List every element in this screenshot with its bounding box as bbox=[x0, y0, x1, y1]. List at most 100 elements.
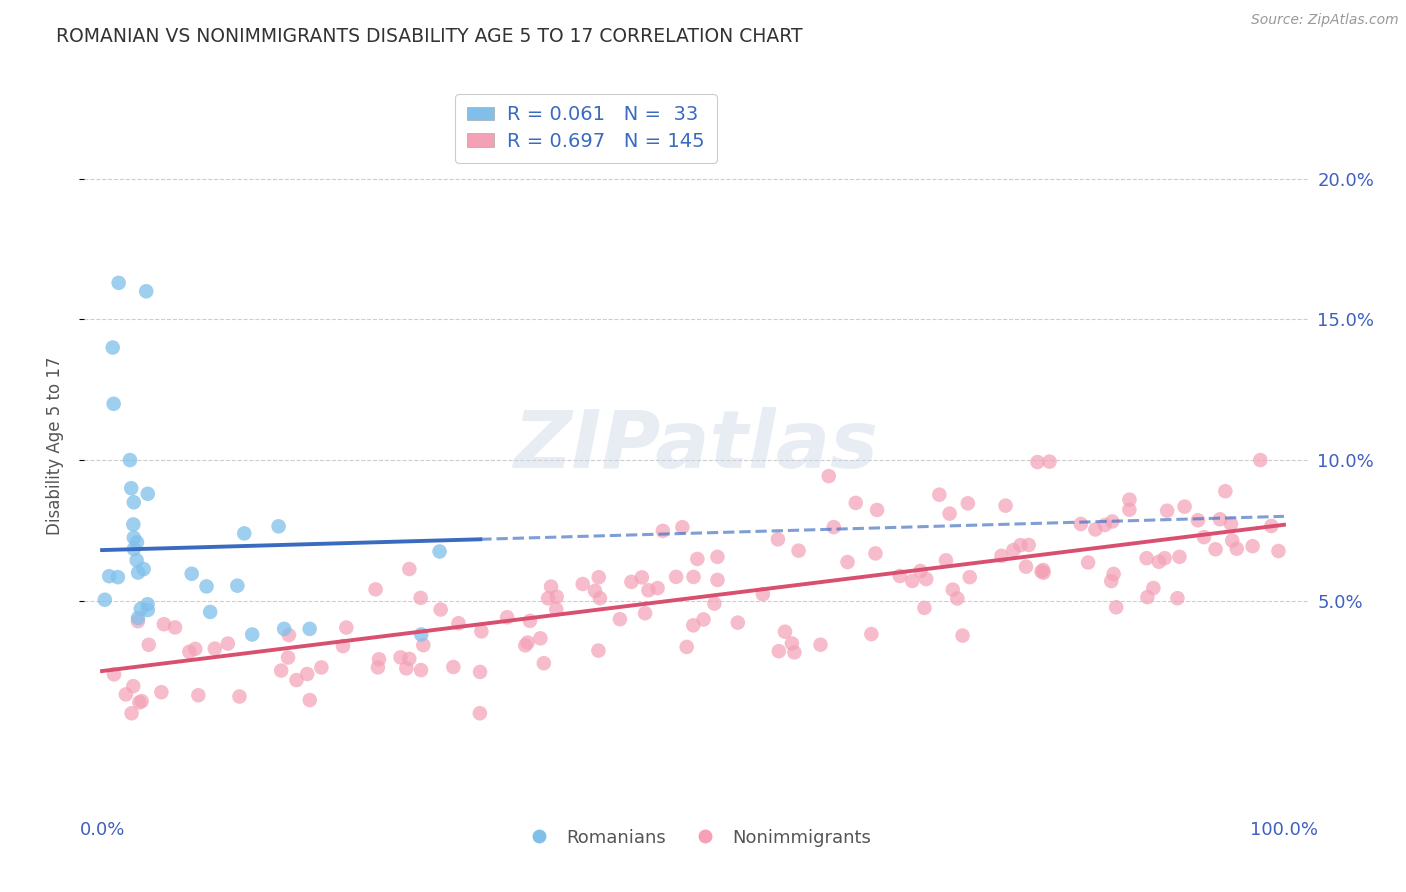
Point bbox=[277, 628, 299, 642]
Point bbox=[915, 572, 938, 586]
Point bbox=[204, 641, 226, 656]
Point bbox=[1032, 566, 1054, 580]
Point bbox=[1249, 453, 1271, 467]
Point bbox=[429, 544, 451, 558]
Point bbox=[470, 624, 492, 639]
Point bbox=[1102, 566, 1125, 581]
Point bbox=[187, 688, 209, 702]
Point bbox=[589, 591, 612, 606]
Point bbox=[787, 543, 810, 558]
Point bbox=[910, 564, 932, 578]
Point bbox=[129, 602, 152, 616]
Point bbox=[447, 616, 470, 631]
Point bbox=[865, 546, 887, 560]
Point bbox=[647, 581, 669, 595]
Point bbox=[135, 285, 157, 299]
Point bbox=[1209, 512, 1232, 526]
Text: ROMANIAN VS NONIMMIGRANTS DISABILITY AGE 5 TO 17 CORRELATION CHART: ROMANIAN VS NONIMMIGRANTS DISABILITY AGE… bbox=[56, 27, 803, 45]
Legend: Romanians, Nonimmigrants: Romanians, Nonimmigrants bbox=[513, 822, 879, 854]
Point bbox=[1032, 563, 1054, 577]
Point bbox=[631, 570, 654, 584]
Point bbox=[226, 579, 249, 593]
Point bbox=[411, 627, 433, 641]
Point bbox=[1220, 516, 1243, 531]
Point bbox=[952, 629, 974, 643]
Point bbox=[409, 663, 432, 677]
Point bbox=[516, 635, 538, 649]
Point bbox=[1168, 549, 1191, 564]
Point bbox=[901, 574, 924, 588]
Point bbox=[889, 569, 911, 583]
Point bbox=[122, 531, 145, 545]
Point bbox=[860, 627, 883, 641]
Point bbox=[866, 503, 889, 517]
Point bbox=[98, 569, 121, 583]
Point bbox=[780, 636, 803, 650]
Point bbox=[267, 519, 290, 533]
Point bbox=[107, 276, 129, 290]
Point bbox=[217, 637, 239, 651]
Point bbox=[1241, 539, 1264, 553]
Point bbox=[675, 640, 697, 654]
Point bbox=[682, 618, 704, 632]
Point bbox=[101, 341, 124, 355]
Point bbox=[1147, 555, 1170, 569]
Point bbox=[942, 582, 965, 597]
Point bbox=[131, 694, 153, 708]
Point bbox=[128, 696, 150, 710]
Point bbox=[285, 673, 308, 687]
Point bbox=[706, 573, 728, 587]
Point bbox=[335, 621, 357, 635]
Point bbox=[1205, 542, 1227, 557]
Point bbox=[588, 570, 610, 584]
Point bbox=[1101, 515, 1123, 529]
Point bbox=[686, 552, 709, 566]
Point bbox=[398, 652, 420, 666]
Point bbox=[703, 597, 725, 611]
Point bbox=[1192, 530, 1215, 544]
Point bbox=[1215, 484, 1237, 499]
Point bbox=[198, 605, 221, 619]
Point bbox=[651, 524, 673, 538]
Point bbox=[136, 487, 159, 501]
Point bbox=[295, 667, 318, 681]
Point bbox=[441, 660, 464, 674]
Point bbox=[1153, 551, 1175, 566]
Point bbox=[184, 641, 207, 656]
Point bbox=[682, 570, 704, 584]
Point bbox=[1070, 516, 1092, 531]
Point bbox=[935, 553, 957, 567]
Point bbox=[298, 622, 321, 636]
Point bbox=[233, 526, 256, 541]
Point bbox=[671, 520, 693, 534]
Point bbox=[132, 562, 155, 576]
Point bbox=[277, 650, 299, 665]
Point bbox=[1174, 500, 1197, 514]
Point bbox=[118, 453, 141, 467]
Point bbox=[837, 555, 859, 569]
Point bbox=[150, 685, 173, 699]
Point bbox=[180, 566, 202, 581]
Point bbox=[1105, 600, 1128, 615]
Point bbox=[773, 624, 796, 639]
Point bbox=[727, 615, 749, 630]
Point bbox=[122, 517, 145, 532]
Point bbox=[533, 656, 555, 670]
Point bbox=[959, 570, 981, 584]
Point bbox=[94, 592, 117, 607]
Point bbox=[125, 553, 148, 567]
Point bbox=[1118, 502, 1140, 516]
Point bbox=[240, 627, 263, 641]
Point bbox=[546, 602, 568, 616]
Point bbox=[122, 495, 145, 509]
Point bbox=[179, 645, 201, 659]
Point bbox=[1156, 504, 1178, 518]
Point bbox=[195, 579, 218, 593]
Point bbox=[1166, 591, 1188, 606]
Point bbox=[311, 660, 333, 674]
Point bbox=[468, 706, 491, 721]
Point bbox=[529, 632, 551, 646]
Point bbox=[136, 597, 159, 611]
Point bbox=[1099, 574, 1122, 588]
Point bbox=[273, 622, 295, 636]
